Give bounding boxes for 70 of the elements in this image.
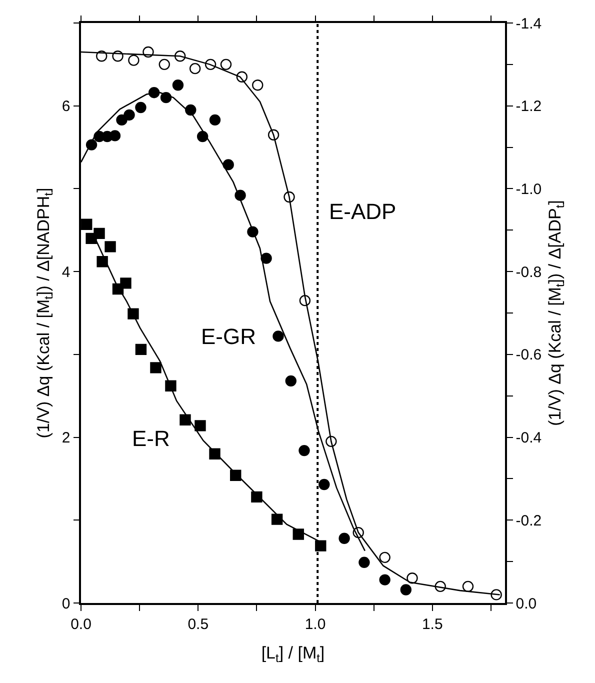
y2-tick-label: -1.2 [516,98,542,116]
point [135,102,146,114]
x-tick-label: 0.0 [70,616,92,633]
point [220,58,232,70]
point [379,552,390,564]
point [158,58,170,70]
x-tick-label: 1.5 [422,616,443,633]
point [189,62,201,74]
point [180,414,191,426]
point [284,191,295,203]
point [358,556,370,568]
point [209,114,221,126]
point [400,584,412,596]
series-label: E-ADP [329,199,396,224]
y2-tick-label: 0.0 [516,595,537,612]
x-axis-title: [L$_{t}$] / [M$_{t}$] [261,644,325,666]
point [434,580,446,592]
point [174,50,186,62]
point [326,436,337,448]
y2-tick-label: -0.8 [516,264,542,281]
point [260,252,272,264]
point [109,130,121,142]
y2-tick-label: -0.2 [516,512,542,530]
point [96,256,108,268]
point [271,514,283,525]
point [315,540,326,552]
point [150,362,162,374]
point [128,54,140,66]
point [222,159,234,170]
point [318,478,330,490]
x-tick-label: 0.5 [188,616,209,633]
point [124,109,135,121]
point [194,420,206,432]
point [285,375,296,387]
point [104,241,116,252]
y2-tick-label: -0.6 [516,346,542,364]
point [292,528,304,540]
point [298,444,310,456]
point [94,228,105,240]
x-tick-label: 1.0 [304,616,326,633]
point [490,589,502,600]
point [116,114,128,126]
point [112,50,124,62]
point [172,80,184,91]
y-tick-label: 0 [62,595,70,612]
point [272,330,284,342]
point [462,580,474,592]
point [352,526,364,538]
point [135,344,147,356]
point [120,278,132,289]
point [142,46,154,58]
point [204,58,216,70]
y-tick-label: 6 [62,98,70,116]
point [406,572,418,584]
y2-tick-label: -0.4 [516,430,542,447]
y-tick-label: 4 [62,264,70,281]
point [236,71,248,82]
point [268,129,280,140]
point [252,80,264,91]
series-label: E-R [132,426,170,451]
point [379,574,390,586]
y-tick-label: 2 [62,430,70,447]
point [96,50,108,62]
series-label: E-GR [201,324,256,349]
point [338,532,350,544]
y2-tick-label: -1.0 [516,180,542,198]
point [81,218,92,230]
point [299,294,311,306]
y2-tick-label: -1.4 [516,15,542,32]
point [128,308,139,320]
